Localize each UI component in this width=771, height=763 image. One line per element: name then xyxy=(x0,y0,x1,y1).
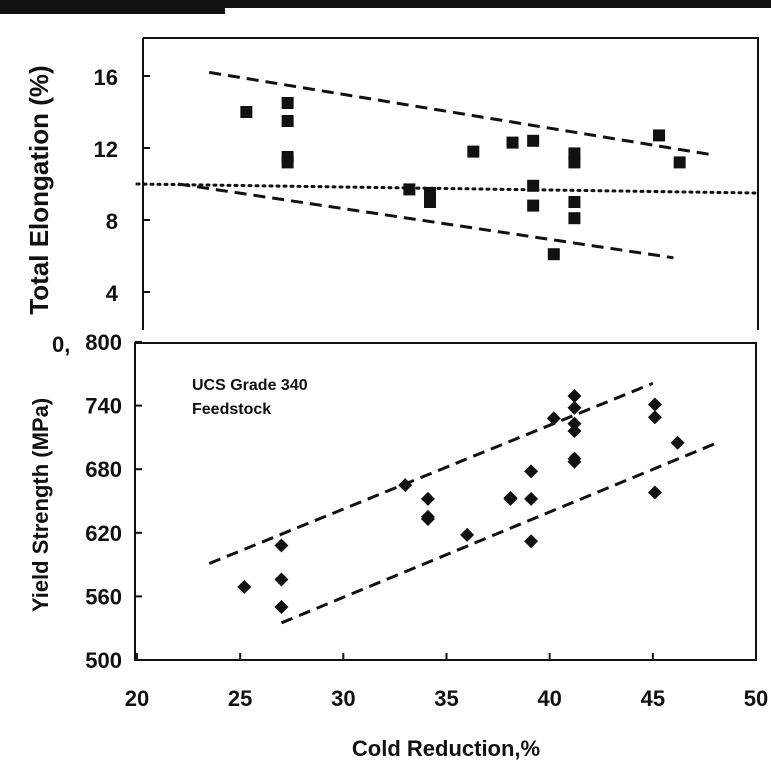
yield-diamond-marker xyxy=(524,491,539,506)
yield-diamond-marker xyxy=(567,389,582,404)
x-tick-label: 45 xyxy=(641,686,665,711)
elongation-square-marker xyxy=(281,115,294,127)
yield-diamond-marker xyxy=(420,512,435,527)
elongation-square-marker xyxy=(281,156,294,169)
yield-diamond-marker xyxy=(647,410,662,425)
feedstock-annotation-line-2: Feedstock xyxy=(192,401,271,418)
yield-diamond-marker xyxy=(524,464,539,479)
elongation-y-tick-label: 8 xyxy=(106,209,118,234)
yield-reference-lines xyxy=(208,381,716,625)
elongation-plot-frame xyxy=(143,37,759,330)
top-banner-rule xyxy=(225,0,771,8)
yield-diamond-marker xyxy=(420,491,435,506)
yield-diamond-marker xyxy=(274,538,289,553)
elongation-dotted-reference-line xyxy=(135,182,758,195)
x-tick-label: 50 xyxy=(744,686,768,711)
elongation-square-marker xyxy=(467,145,480,158)
elongation-square-marker xyxy=(568,156,581,169)
elongation-square-marker xyxy=(568,196,581,208)
top-banner-block xyxy=(0,0,225,14)
elongation-y-axis-title: Total Elongation (%) xyxy=(24,65,54,314)
elongation-y-tick-label: 12 xyxy=(94,137,118,162)
elongation-square-marker xyxy=(403,183,416,196)
elongation-dashed-bound-line xyxy=(178,182,674,260)
yield-dashed-bound-line xyxy=(208,381,654,565)
yield-diamond-marker xyxy=(647,397,662,412)
yield-y-tick-label: 800 xyxy=(85,330,122,355)
elongation-y-ticks: 4 8 12 16 xyxy=(94,65,150,306)
x-tick-label: 20 xyxy=(125,686,149,711)
yield-diamond-marker xyxy=(460,527,475,542)
elongation-square-marker xyxy=(653,129,666,142)
yield-y-tick-label: 620 xyxy=(85,521,122,546)
yield-diamond-marker xyxy=(274,600,289,614)
x-tick-label: 30 xyxy=(331,686,355,711)
yield-diamond-marker xyxy=(567,416,582,431)
elongation-square-marker xyxy=(506,136,519,149)
elongation-square-marker xyxy=(240,106,253,118)
yield-diamond-marker xyxy=(546,411,561,426)
elongation-dashed-bound-line xyxy=(208,70,715,157)
elongation-square-marker xyxy=(527,179,540,192)
elongation-y-tick-label: 16 xyxy=(94,65,118,90)
yield-diamond-marker xyxy=(567,454,582,469)
elongation-square-marker xyxy=(527,199,540,212)
elongation-y-tick-label: 4 xyxy=(106,281,119,306)
yield-diamond-marker xyxy=(237,579,252,594)
elongation-square-marker xyxy=(423,196,436,208)
x-tick-label: 25 xyxy=(228,686,252,711)
yield-strength-panel: 500 560 620 680 740 800 20 25 30 35 40 45 50 Yield … xyxy=(28,330,768,761)
yield-y-tick-label: 560 xyxy=(85,584,122,609)
yield-diamond-marker xyxy=(524,534,539,549)
yield-diamond-marker xyxy=(567,400,582,415)
yield-x-ticks: 20 25 30 35 40 45 50 xyxy=(125,653,768,711)
feedstock-annotation-line-1: UCS Grade 340 xyxy=(192,377,308,394)
yield-y-ticks: 500 560 620 680 740 800 xyxy=(85,330,142,673)
yield-diamond-marker xyxy=(398,478,413,493)
elongation-overlap-tick-label: 0, xyxy=(52,332,70,357)
elongation-square-marker xyxy=(568,212,581,225)
x-tick-label: 40 xyxy=(537,686,561,711)
elongation-square-marker xyxy=(527,134,540,147)
yield-y-axis-title: Yield Strength (MPa) xyxy=(28,398,53,612)
elongation-square-marker xyxy=(281,97,294,109)
x-axis-title: Cold Reduction,% xyxy=(352,736,540,761)
yield-diamond-marker xyxy=(670,435,685,450)
elongation-reference-lines xyxy=(135,70,758,260)
yield-y-tick-label: 680 xyxy=(85,457,122,482)
yield-diamond-marker xyxy=(503,491,518,506)
elongation-square-marker xyxy=(673,156,686,169)
yield-diamond-marker xyxy=(647,485,662,500)
yield-dashed-bound-line xyxy=(280,442,716,625)
yield-diamond-marker xyxy=(567,424,582,439)
yield-y-tick-label: 740 xyxy=(85,394,122,419)
elongation-square-marker xyxy=(547,248,560,261)
elongation-data-points xyxy=(240,97,686,261)
elongation-panel: 4 8 12 16 Total Elongation (%) 0, xyxy=(24,37,759,357)
yield-diamond-marker xyxy=(274,572,289,587)
yield-data-points xyxy=(237,389,685,614)
x-tick-label: 35 xyxy=(434,686,458,711)
yield-y-tick-label: 500 xyxy=(85,648,122,673)
